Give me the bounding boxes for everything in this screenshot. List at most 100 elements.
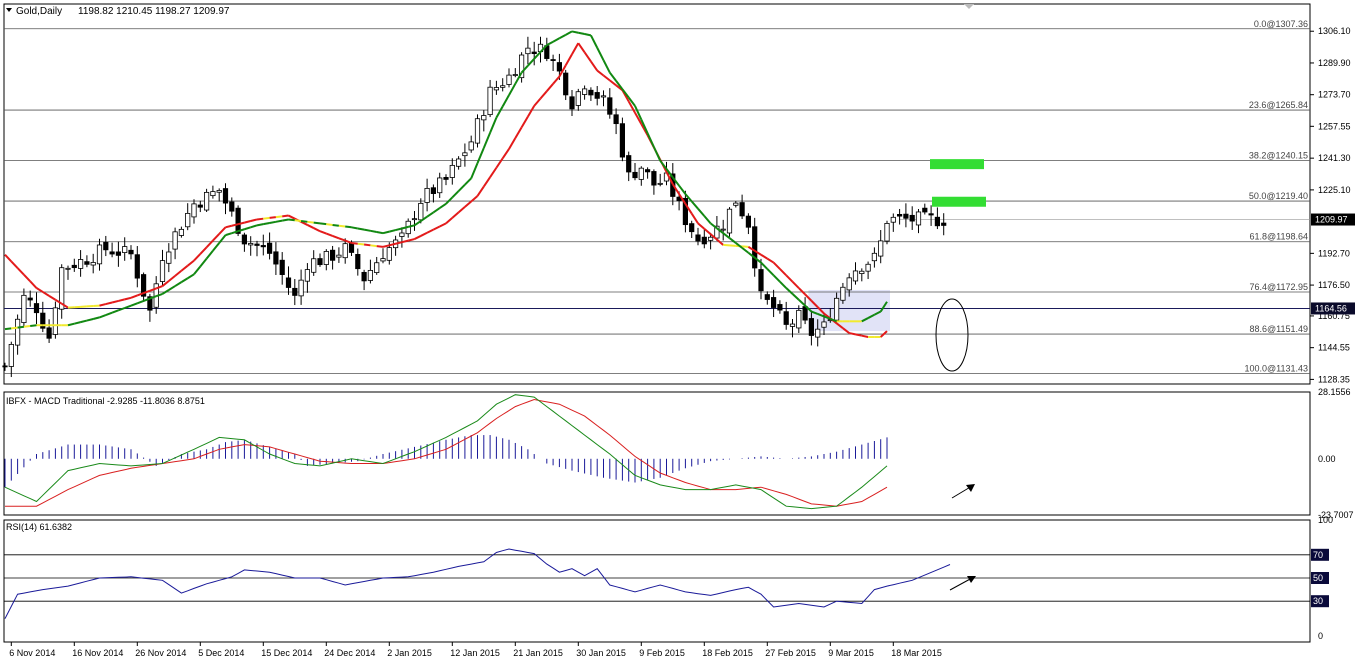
fast-ema-line — [11, 328, 17, 329]
candle-body — [513, 75, 517, 76]
candle-body — [658, 183, 662, 184]
candle-body — [312, 259, 316, 273]
time-tick-label: 21 Jan 2015 — [513, 648, 563, 658]
fib-level-label: 100.0@1131.43 — [1244, 363, 1308, 373]
rsi-level-label: 70 — [1313, 550, 1323, 560]
candle-body — [721, 229, 725, 230]
candle-body — [293, 288, 297, 295]
fib-level-label: 23.6@1265.84 — [1249, 100, 1308, 110]
candle-body — [104, 242, 108, 249]
macd-tick-label: 0.00 — [1318, 454, 1336, 464]
time-tick-label: 27 Feb 2015 — [765, 648, 816, 658]
candle-body — [22, 295, 26, 322]
time-tick-label: 16 Nov 2014 — [72, 648, 123, 658]
time-axis: 6 Nov 2014 16 Nov 2014 26 Nov 2014 5 Dec 20… — [9, 642, 942, 658]
price-tick-label: 1257.55 — [1318, 121, 1351, 131]
slow-ema-line — [263, 218, 269, 219]
fast-ema-line — [320, 223, 326, 224]
candle-body — [847, 278, 851, 290]
candle-body — [696, 235, 700, 241]
candle-body — [53, 308, 57, 335]
fib-level-label: 88.6@1151.49 — [1249, 324, 1308, 334]
candle-body — [47, 328, 51, 338]
candle-body — [601, 96, 605, 97]
time-tick-label: 2 Jan 2015 — [387, 648, 432, 658]
candle-body — [116, 252, 120, 255]
candle-body — [872, 253, 876, 260]
rsi-level-label: 30 — [1313, 596, 1323, 606]
slow-ema-line — [358, 244, 364, 245]
candle-body — [822, 322, 826, 327]
fib-level-label: 50.0@1219.40 — [1249, 191, 1308, 201]
candle-body — [425, 188, 429, 202]
candle-body — [608, 98, 612, 114]
candle-body — [66, 268, 70, 269]
candle-body — [450, 165, 454, 177]
candle-body — [765, 295, 769, 300]
candle-body — [551, 60, 555, 61]
candle-body — [778, 304, 782, 310]
candle-body — [85, 262, 89, 265]
candle-body — [179, 229, 183, 235]
candle-body — [910, 215, 914, 221]
fast-ema-line — [270, 222, 276, 223]
price-tick-label: 1192.70 — [1318, 248, 1350, 258]
slow-ema-line — [377, 246, 383, 247]
candle-body — [15, 319, 19, 345]
candle-body — [482, 116, 486, 120]
candle-body — [652, 171, 656, 185]
macd-tick-label: 28.1556 — [1318, 387, 1351, 397]
candle-body — [381, 259, 385, 261]
target-zone-upper — [930, 159, 984, 169]
fast-ema-line — [364, 230, 370, 231]
fast-ema-line — [572, 31, 578, 32]
fast-ema-line — [585, 34, 591, 35]
candle-body — [91, 262, 95, 265]
fast-ema-line — [5, 328, 11, 329]
time-tick-label: 5 Dec 2014 — [198, 648, 244, 658]
candle-body — [362, 272, 366, 281]
candle-body — [526, 48, 530, 54]
fast-ema-line — [578, 33, 584, 34]
fib-level-label: 0.0@1307.36 — [1254, 19, 1308, 29]
fast-ema-line — [18, 327, 24, 328]
candle-body — [34, 304, 38, 313]
fast-ema-line — [352, 227, 358, 228]
candle-body — [645, 170, 649, 172]
fast-ema-line — [370, 231, 376, 232]
rsi-tick-label: 0 — [1318, 631, 1323, 641]
candle-body — [223, 189, 227, 204]
price-tick-label: 1241.30 — [1318, 153, 1351, 163]
price-tick-label: 1273.70 — [1318, 90, 1351, 100]
candle-body — [891, 217, 895, 222]
candle-body — [230, 202, 234, 211]
fast-ema-line — [326, 224, 332, 225]
candle-body — [507, 75, 511, 84]
candle-body — [494, 88, 498, 90]
candle-body — [110, 252, 114, 254]
time-tick-label: 9 Mar 2015 — [828, 648, 874, 658]
price-tick-label: 1225.10 — [1318, 185, 1351, 195]
time-tick-label: 6 Nov 2014 — [9, 648, 55, 658]
slow-ema-line — [270, 217, 276, 218]
candle-body — [627, 156, 631, 172]
fast-ema-line — [263, 223, 269, 224]
fib-level-label: 61.8@1198.64 — [1249, 232, 1308, 242]
candle-body — [564, 73, 568, 95]
candle-body — [501, 86, 505, 88]
price-tick-label: 1128.35 — [1318, 374, 1350, 384]
candle-body — [576, 92, 580, 106]
candle-body — [860, 271, 864, 273]
candle-body — [274, 252, 278, 264]
price-tick-label: 1176.50 — [1318, 280, 1350, 290]
fast-ema-line — [333, 225, 339, 226]
candle-body — [469, 142, 473, 150]
candle-body — [784, 312, 788, 325]
slow-ema-line — [370, 245, 376, 246]
time-tick-label: 26 Nov 2014 — [135, 648, 186, 658]
fast-ema-line — [257, 224, 263, 225]
candle-body — [727, 209, 731, 233]
candle-body — [135, 255, 139, 278]
candle-body — [879, 241, 883, 256]
candle-body — [923, 208, 927, 212]
